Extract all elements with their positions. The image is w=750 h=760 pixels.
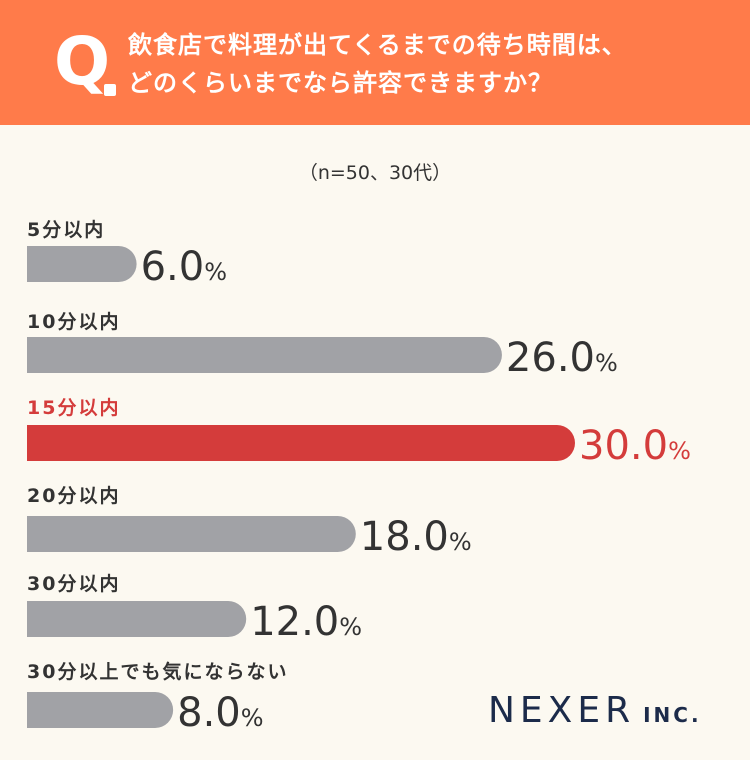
data-label-unit: % <box>668 437 691 465</box>
bar-left-cap <box>27 601 45 637</box>
sample-note: （n=50、30代） <box>298 162 452 184</box>
bar <box>27 337 502 373</box>
data-label-unit: % <box>204 258 227 286</box>
data-label-value: 8.0 <box>177 690 241 736</box>
bar <box>27 246 137 282</box>
bar-left-cap <box>27 692 45 728</box>
bar-left-cap <box>27 516 45 552</box>
question-text: 飲食店で料理が出てくるまでの待ち時間は、 どのくらいまでなら許容できますか？ <box>128 26 738 102</box>
bar-left-cap <box>27 337 45 373</box>
category-label: 20分以内 <box>27 484 120 507</box>
question-line-1: 飲食店で料理が出てくるまでの待ち時間は、 <box>128 31 627 59</box>
category-label: 10分以内 <box>27 310 120 333</box>
data-label-value: 30.0 <box>579 423 668 469</box>
header-banner: Q 飲食店で料理が出てくるまでの待ち時間は、 どのくらいまでなら許容できますか？ <box>0 0 750 125</box>
data-label-unit: % <box>449 528 472 556</box>
data-label: 12.0% <box>250 599 362 645</box>
bar <box>27 601 247 637</box>
data-label-unit: % <box>595 349 618 377</box>
question-line-2: どのくらいまでなら許容できますか？ <box>128 69 553 97</box>
bar-left-cap <box>27 425 45 461</box>
q-dot-icon <box>104 84 116 96</box>
q-mark: Q <box>54 23 111 100</box>
category-label: 5分以内 <box>27 218 105 241</box>
data-label: 18.0% <box>360 514 472 560</box>
data-label-value: 12.0 <box>250 599 339 645</box>
bar-left-cap <box>27 246 45 282</box>
bar <box>27 516 356 552</box>
data-label-value: 6.0 <box>141 244 205 290</box>
category-label: 15分以内 <box>27 396 120 419</box>
data-label-value: 18.0 <box>360 514 449 560</box>
data-label: 8.0% <box>177 690 263 736</box>
bar <box>27 425 575 461</box>
data-label: 30.0% <box>579 423 691 469</box>
category-label: 30分以内 <box>27 572 120 595</box>
data-label-unit: % <box>339 613 362 641</box>
logo-sub-text: INC. <box>643 703 702 727</box>
nexer-logo: NEXER INC. <box>488 690 702 731</box>
data-label: 6.0% <box>141 244 227 290</box>
data-label-value: 26.0 <box>506 335 595 381</box>
data-label-unit: % <box>241 704 264 732</box>
category-label: 30分以上でも気にならない <box>27 660 288 683</box>
bar <box>27 692 174 728</box>
data-label: 26.0% <box>506 335 618 381</box>
logo-main-text: NEXER <box>488 690 636 731</box>
